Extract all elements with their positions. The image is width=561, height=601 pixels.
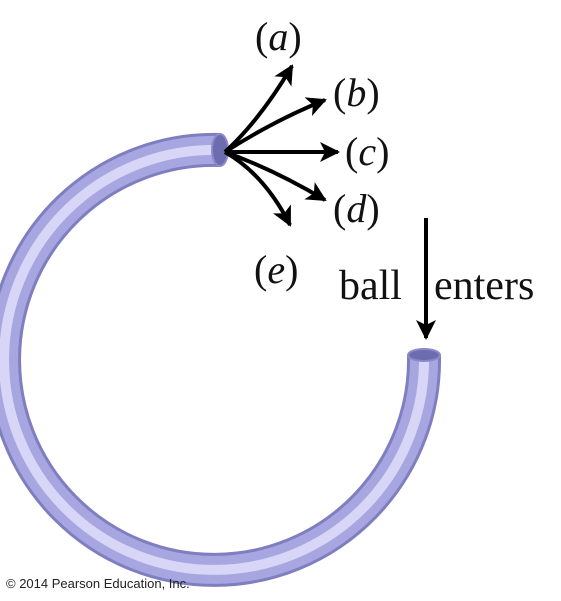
tube-entry-opening [407,348,441,362]
copyright-notice: © 2014 Pearson Education, Inc. [6,576,190,591]
enters-label: enters [434,263,534,309]
label-b: (b) [333,70,380,115]
label-e: (e) [254,247,298,292]
trajectory-arrows [223,64,436,340]
arrow-e [224,150,292,227]
tube-highlight [0,144,430,575]
arrow-b [223,97,327,154]
ball-label: ball [339,263,402,309]
label-c: (c) [345,129,389,174]
label-d: (d) [333,186,380,231]
arrow-d [224,150,327,202]
arrow-a [223,64,294,154]
label-a: (a) [255,14,302,59]
